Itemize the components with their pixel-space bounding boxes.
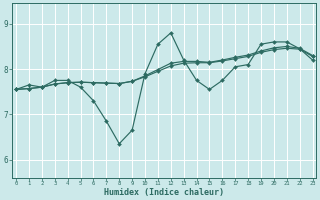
X-axis label: Humidex (Indice chaleur): Humidex (Indice chaleur): [104, 188, 224, 197]
